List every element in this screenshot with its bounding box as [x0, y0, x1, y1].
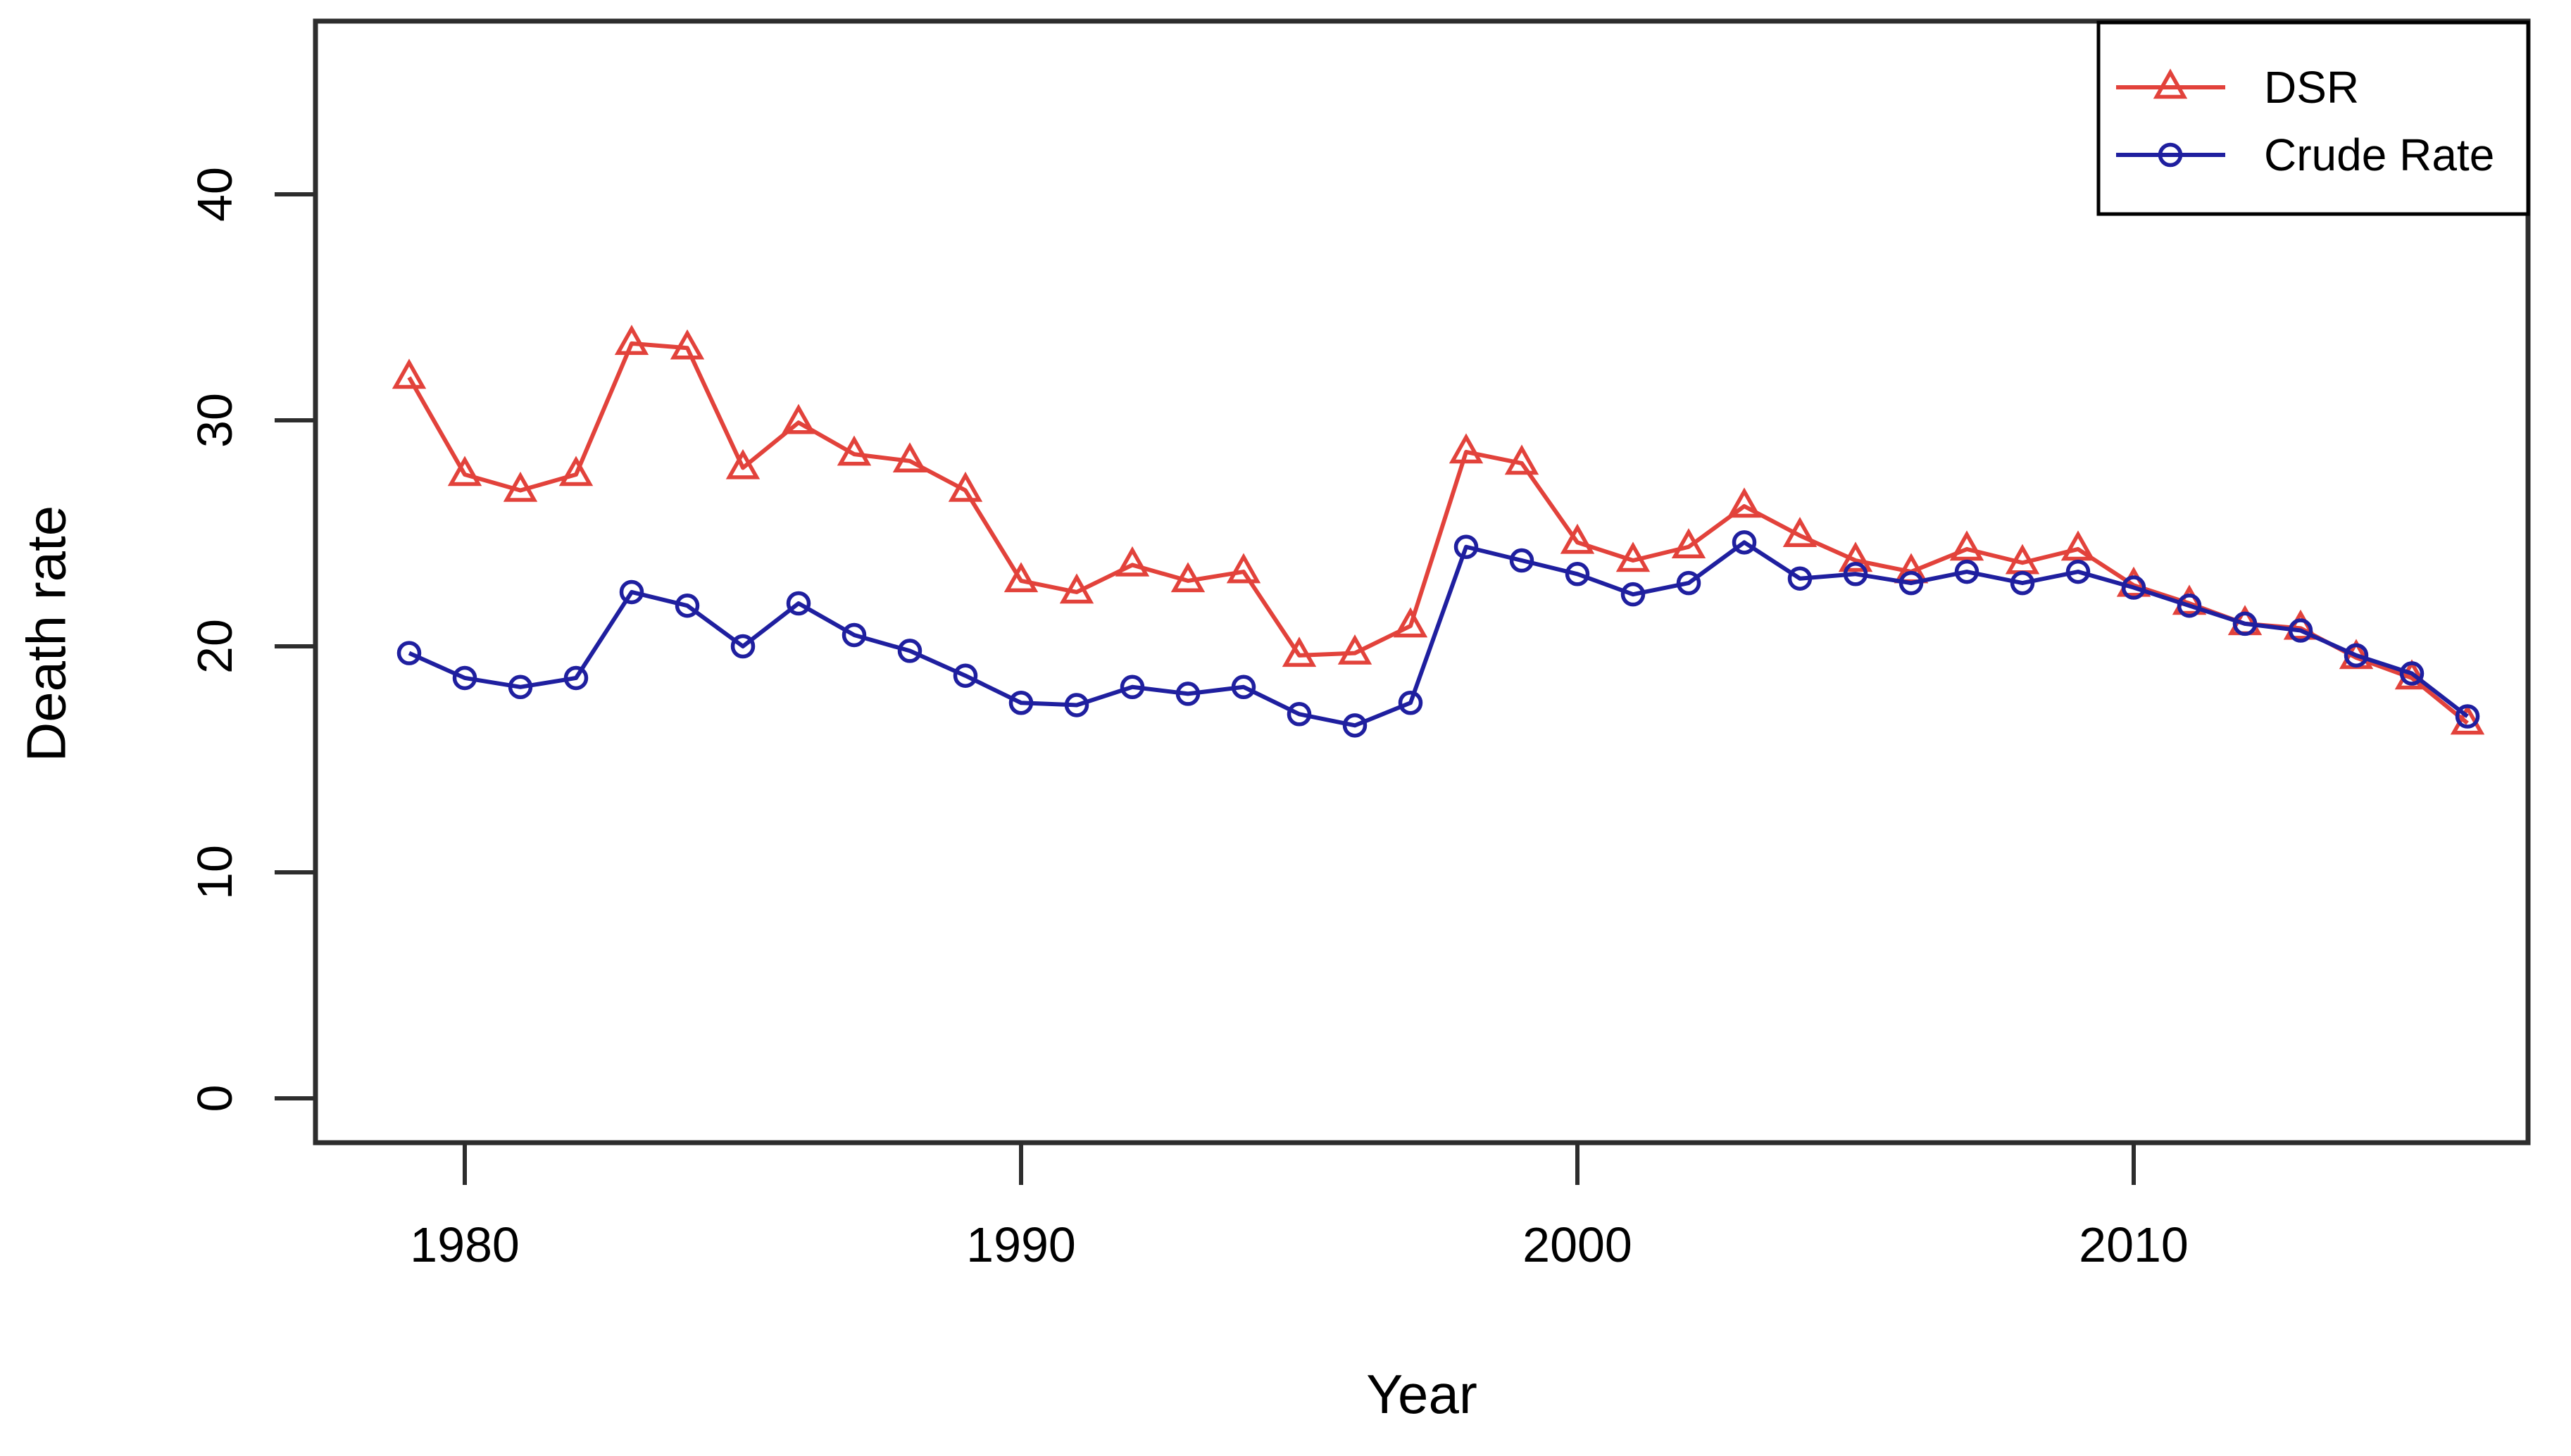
- series-dsr: [392, 325, 2485, 735]
- plot-border: [313, 18, 2531, 1146]
- x-tick-label-1990: 1990: [966, 1217, 1076, 1272]
- y-tick-label-40: 40: [187, 167, 242, 222]
- legend-label-crude-rate: Crude Rate: [2264, 130, 2495, 180]
- x-tick-label-1980: 1980: [410, 1217, 520, 1272]
- axis-ticks: [275, 192, 2136, 1185]
- series-crude-rate: [396, 530, 2480, 738]
- x-tick-label-2010: 2010: [2079, 1217, 2189, 1272]
- y-axis-title: Death rate: [15, 505, 77, 762]
- x-tick-label-2000: 2000: [1522, 1217, 1632, 1272]
- y-tick-label-10: 10: [187, 845, 242, 900]
- legend-label-dsr: DSR: [2264, 62, 2360, 113]
- legend-box: [2096, 20, 2530, 216]
- y-tick-label-20: 20: [187, 619, 242, 674]
- y-tick-label-30: 30: [187, 393, 242, 448]
- y-tick-label-0: 0: [187, 1084, 242, 1112]
- x-axis-title: Year: [1366, 1363, 1477, 1425]
